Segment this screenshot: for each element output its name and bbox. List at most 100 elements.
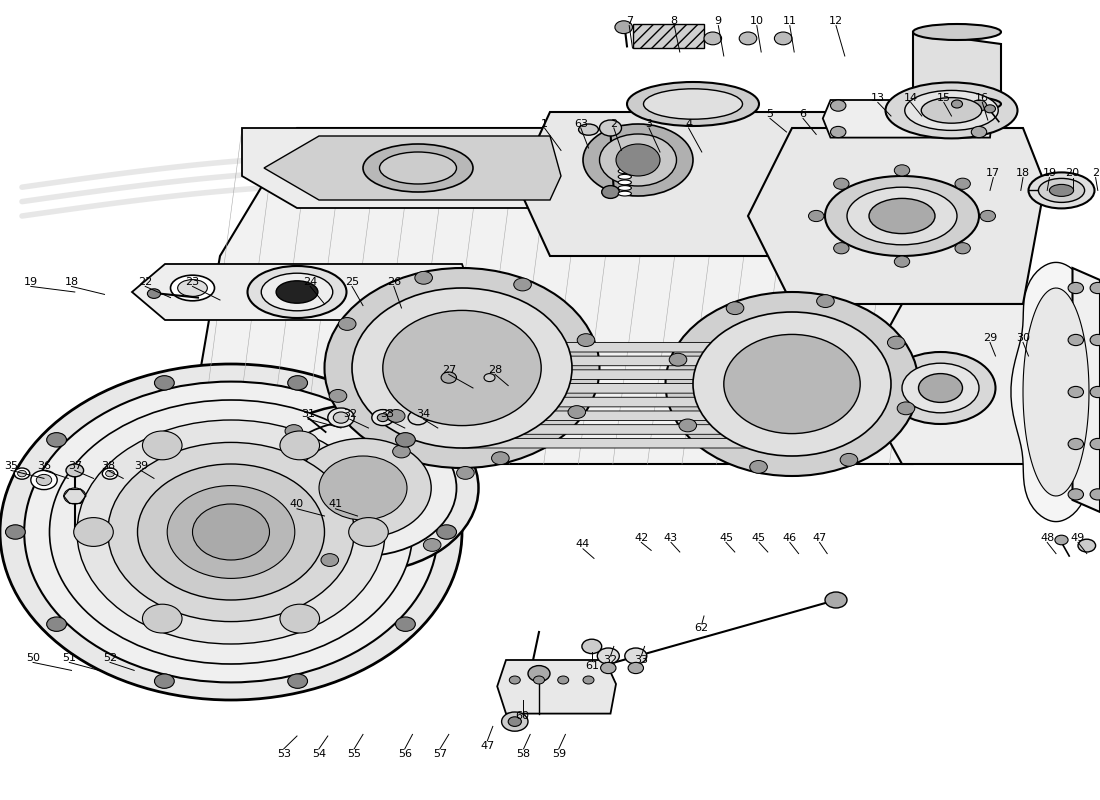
Circle shape xyxy=(693,312,891,456)
Bar xyxy=(632,24,704,48)
Circle shape xyxy=(36,474,52,486)
Ellipse shape xyxy=(618,180,631,185)
Ellipse shape xyxy=(918,374,962,402)
Circle shape xyxy=(1068,489,1084,500)
Circle shape xyxy=(508,717,521,726)
Circle shape xyxy=(288,376,308,390)
Text: 2: 2 xyxy=(1092,168,1099,178)
Text: 63: 63 xyxy=(574,119,587,129)
Polygon shape xyxy=(748,128,1045,304)
Circle shape xyxy=(601,662,616,674)
Text: 7: 7 xyxy=(626,16,632,26)
Circle shape xyxy=(1068,334,1084,346)
Circle shape xyxy=(154,674,174,688)
Text: 33: 33 xyxy=(381,410,394,419)
Text: 40: 40 xyxy=(290,499,304,509)
Circle shape xyxy=(106,470,114,477)
Circle shape xyxy=(955,242,970,254)
Polygon shape xyxy=(264,136,561,200)
Circle shape xyxy=(704,32,722,45)
Circle shape xyxy=(509,676,520,684)
Circle shape xyxy=(154,376,174,390)
Circle shape xyxy=(679,419,696,432)
Text: 26: 26 xyxy=(387,277,400,286)
Text: 42: 42 xyxy=(635,533,648,542)
Ellipse shape xyxy=(170,275,214,301)
Polygon shape xyxy=(1011,262,1100,522)
Text: 41: 41 xyxy=(329,499,342,509)
Ellipse shape xyxy=(825,176,979,256)
Text: 52: 52 xyxy=(103,653,117,662)
Circle shape xyxy=(167,486,295,578)
Circle shape xyxy=(138,464,324,600)
Ellipse shape xyxy=(886,352,996,424)
Circle shape xyxy=(726,302,744,314)
Circle shape xyxy=(339,318,356,330)
Ellipse shape xyxy=(618,158,631,162)
Circle shape xyxy=(31,470,57,490)
Ellipse shape xyxy=(644,89,743,119)
Text: 24: 24 xyxy=(304,277,317,286)
Circle shape xyxy=(285,425,303,438)
Text: 53: 53 xyxy=(277,749,290,758)
Ellipse shape xyxy=(869,198,935,234)
Text: 46: 46 xyxy=(783,533,796,542)
Text: 37: 37 xyxy=(68,461,81,470)
Ellipse shape xyxy=(262,274,332,310)
Circle shape xyxy=(192,504,270,560)
Circle shape xyxy=(666,292,918,476)
Circle shape xyxy=(147,289,161,298)
Circle shape xyxy=(971,100,987,111)
Circle shape xyxy=(1078,539,1096,552)
Circle shape xyxy=(270,420,456,556)
Circle shape xyxy=(349,518,388,546)
Ellipse shape xyxy=(618,186,631,190)
Circle shape xyxy=(625,648,647,664)
Text: 30: 30 xyxy=(1016,333,1030,342)
Circle shape xyxy=(597,648,619,664)
Ellipse shape xyxy=(363,144,473,192)
Text: 1: 1 xyxy=(541,119,548,129)
Ellipse shape xyxy=(248,266,346,318)
Ellipse shape xyxy=(913,96,1001,112)
Ellipse shape xyxy=(616,144,660,176)
Polygon shape xyxy=(462,370,770,379)
Polygon shape xyxy=(517,112,858,256)
Ellipse shape xyxy=(579,124,598,135)
Text: 43: 43 xyxy=(664,533,678,542)
Circle shape xyxy=(971,126,987,138)
Ellipse shape xyxy=(627,82,759,126)
Polygon shape xyxy=(462,438,770,448)
Text: 39: 39 xyxy=(134,461,147,470)
Circle shape xyxy=(830,126,846,138)
Circle shape xyxy=(739,32,757,45)
Circle shape xyxy=(288,674,308,688)
Circle shape xyxy=(46,433,66,447)
Circle shape xyxy=(724,334,860,434)
Circle shape xyxy=(600,120,621,136)
Circle shape xyxy=(456,466,474,479)
Circle shape xyxy=(252,497,270,510)
Circle shape xyxy=(514,278,531,291)
Text: 47: 47 xyxy=(813,533,826,542)
Text: 9: 9 xyxy=(715,16,722,26)
Text: 55: 55 xyxy=(348,749,361,758)
Text: 15: 15 xyxy=(937,93,950,102)
Ellipse shape xyxy=(276,281,318,303)
Text: 8: 8 xyxy=(671,16,678,26)
Circle shape xyxy=(1090,489,1100,500)
Text: 34: 34 xyxy=(417,410,430,419)
Ellipse shape xyxy=(583,124,693,196)
Text: 45: 45 xyxy=(719,533,733,542)
Circle shape xyxy=(328,408,354,427)
Circle shape xyxy=(408,410,428,425)
Text: 49: 49 xyxy=(1071,533,1085,542)
Text: 18: 18 xyxy=(65,277,78,286)
Text: 61: 61 xyxy=(585,661,598,670)
Text: eurorres: eurorres xyxy=(200,256,460,352)
Circle shape xyxy=(888,336,905,349)
Circle shape xyxy=(142,604,182,633)
Text: 13: 13 xyxy=(871,93,884,102)
Circle shape xyxy=(77,420,385,644)
Circle shape xyxy=(66,464,84,477)
